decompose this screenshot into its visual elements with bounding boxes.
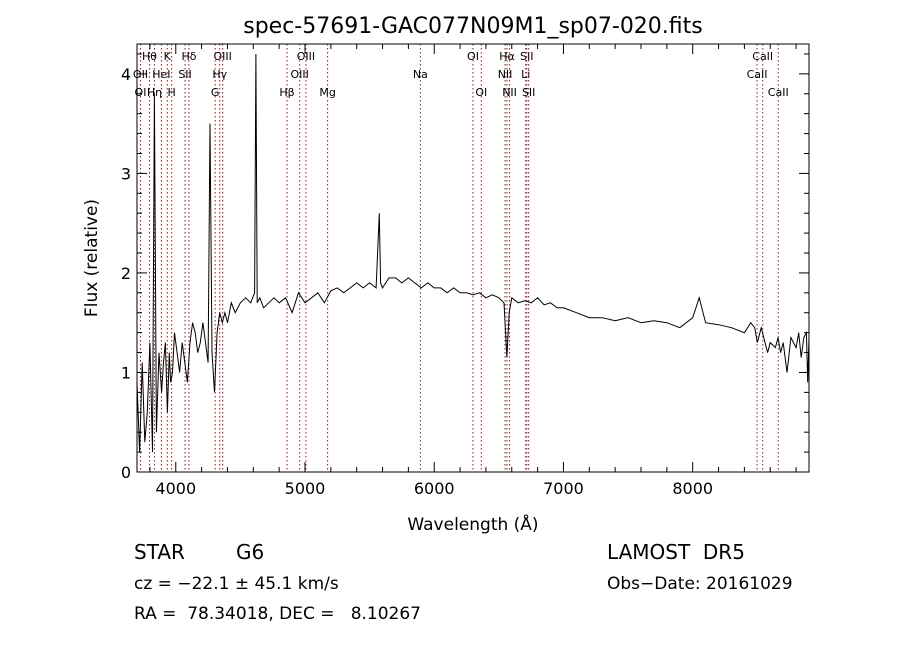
y-tick-label: 3 <box>121 164 131 183</box>
survey-name: LAMOST DR5 <box>607 540 745 564</box>
plot-frame <box>136 43 810 473</box>
marker-label: Hθ <box>142 50 157 63</box>
y-tick-label: 2 <box>121 264 131 283</box>
marker-label: OI <box>475 86 487 99</box>
chart-title: spec-57691-GAC077N09M1_sp07-020.fits <box>243 14 703 39</box>
x-axis-label: Wavelength (Å) <box>407 513 538 535</box>
marker-label: G <box>211 86 220 99</box>
marker-label: Na <box>413 68 428 81</box>
spectral-subclass: G6 <box>236 540 265 564</box>
marker-label: Hα <box>499 50 515 63</box>
x-tick-label: 6000 <box>414 479 455 498</box>
marker-label: CaII <box>768 86 789 99</box>
object-class: STAR <box>134 540 185 564</box>
marker-label: Li <box>521 68 530 81</box>
marker-label: OII <box>133 68 148 81</box>
coordinates: RA = 78.34018, DEC = 8.10267 <box>134 604 421 624</box>
x-tick-label: 7000 <box>543 479 584 498</box>
observation-date: Obs−Date: 20161029 <box>607 574 793 594</box>
redshift-velocity: cz = −22.1 ± 45.1 km/s <box>134 574 339 594</box>
marker-label: Hγ <box>212 68 227 81</box>
marker-label: NII <box>498 68 513 81</box>
marker-label: OI <box>467 50 479 63</box>
y-axis-label: Flux (relative) <box>82 199 102 317</box>
marker-label: OIII <box>291 68 309 81</box>
marker-label: NII <box>502 86 517 99</box>
marker-label: SII <box>520 50 533 63</box>
line-markers: Hθ K Hδ OIII OIII OI Hα SII CaII OII HeI SII Hγ OIII N… <box>133 44 789 472</box>
marker-label: Hδ <box>181 50 196 63</box>
marker-label: CaII <box>747 68 768 81</box>
marker-label: SII <box>522 86 535 99</box>
spectrum <box>136 53 810 453</box>
marker-label: HeI <box>152 68 170 81</box>
x-tick-label: 4000 <box>155 479 196 498</box>
marker-label: SII <box>178 68 191 81</box>
x-tick-label: 5000 <box>285 479 326 498</box>
marker-label: Mg <box>319 86 335 99</box>
marker-label: K <box>164 50 172 63</box>
marker-label: Hη <box>147 86 162 99</box>
y-tick-label: 4 <box>121 65 131 84</box>
spectrum-line <box>136 53 810 453</box>
marker-label: CaII <box>752 50 773 63</box>
marker-label: OIII <box>297 50 315 63</box>
y-tick-label: 0 <box>121 463 131 482</box>
marker-label: H <box>167 86 175 99</box>
marker-label: Hβ <box>279 86 294 99</box>
axis-ticks: 4000 5000 6000 7000 8000 0 1 2 3 4 <box>121 44 809 498</box>
marker-label: OI <box>135 86 147 99</box>
y-tick-label: 1 <box>121 363 131 382</box>
marker-label: OIII <box>213 50 231 63</box>
x-tick-label: 8000 <box>672 479 713 498</box>
